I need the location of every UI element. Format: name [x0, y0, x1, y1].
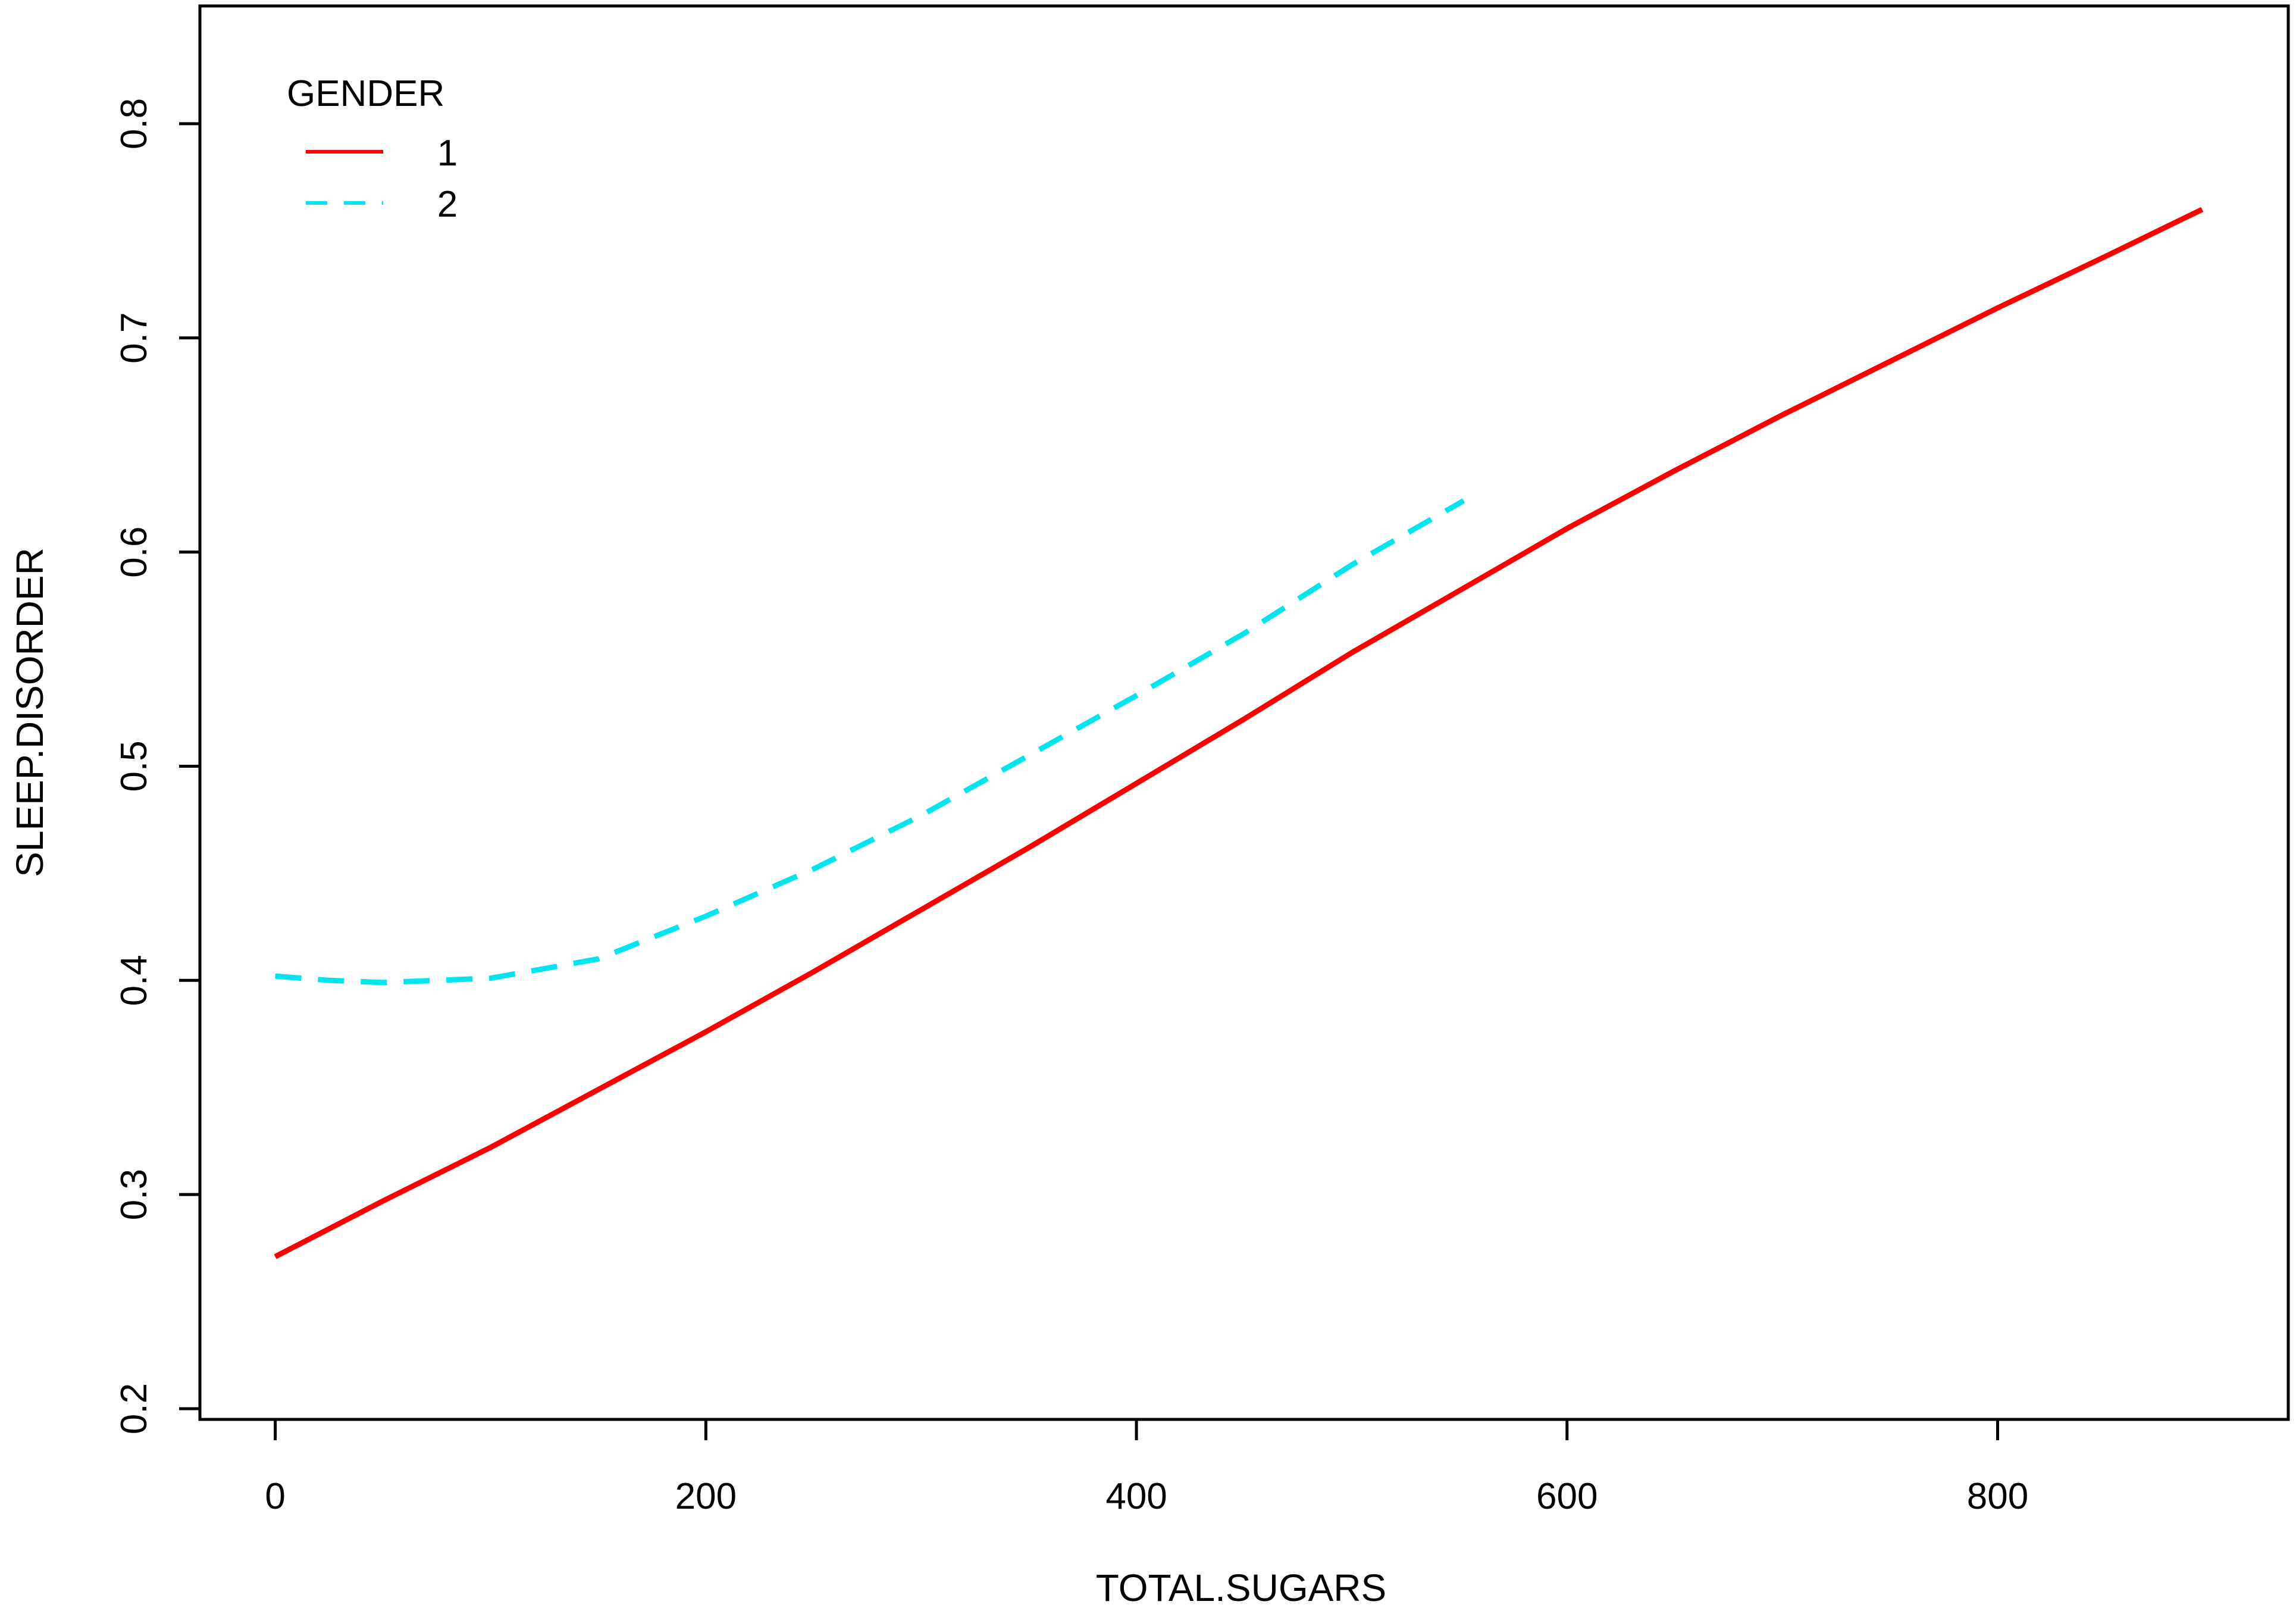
x-tick-label: 600 — [1536, 1476, 1598, 1517]
series-layer — [274, 207, 2204, 1259]
legend: GENDER 1 2 — [287, 73, 458, 225]
y-tick-label: 0.4 — [114, 955, 155, 1006]
legend-title: GENDER — [287, 73, 444, 114]
y-tick-label: 0.6 — [114, 527, 155, 578]
y-axis: 0.2 0.3 0.4 0.5 0.6 0.7 0.8 — [114, 98, 202, 1434]
legend-label-gender-1: 1 — [437, 133, 458, 174]
x-tick-label: 200 — [675, 1476, 737, 1517]
y-axis-title: SLEEP.DISORDER — [8, 548, 51, 877]
y-tick-label: 0.8 — [114, 98, 155, 149]
y-tick-label: 0.3 — [114, 1169, 155, 1220]
x-axis: 0 200 400 600 800 — [265, 1418, 2028, 1517]
series-line-gender-1 — [274, 207, 2204, 1259]
y-tick-label: 0.5 — [114, 740, 155, 792]
x-axis-title: TOTAL.SUGARS — [1096, 1566, 1386, 1609]
x-tick-label: 400 — [1105, 1476, 1167, 1517]
x-tick-label: 800 — [1967, 1476, 2028, 1517]
y-tick-label: 0.2 — [114, 1383, 155, 1434]
y-tick-label: 0.7 — [114, 312, 155, 364]
legend-label-gender-2: 2 — [437, 184, 458, 225]
series-line-gender-2 — [275, 498, 1465, 986]
x-tick-label: 0 — [265, 1476, 285, 1517]
plot-frame — [198, 4, 2290, 1421]
